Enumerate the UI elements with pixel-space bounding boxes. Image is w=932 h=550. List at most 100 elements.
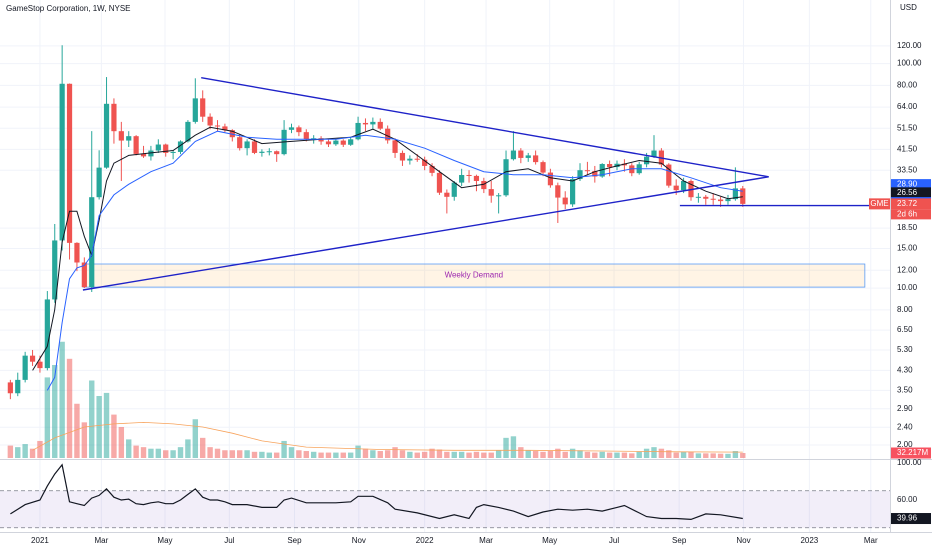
candle-body	[651, 150, 657, 157]
volume-bar	[488, 452, 494, 458]
rsi-tick-label: 100.00	[897, 458, 922, 467]
volume-bar	[133, 445, 139, 458]
volume-bar	[666, 450, 672, 458]
volume-bar	[214, 448, 221, 458]
volume-bar	[540, 451, 546, 458]
volume-bar	[155, 448, 162, 458]
volume-bar	[22, 444, 28, 458]
volume-bar	[695, 453, 702, 458]
volume-bar	[185, 439, 191, 458]
y-tick-label: 18.50	[897, 223, 918, 232]
candle-body	[525, 155, 531, 158]
candle-body	[399, 152, 406, 161]
volume-bar	[318, 452, 324, 458]
volume-bar	[74, 403, 80, 458]
candle-body	[207, 116, 213, 126]
volume-bar	[7, 445, 14, 458]
volume-bar	[89, 380, 95, 458]
volume-bar	[717, 453, 724, 458]
volume-bar	[52, 365, 58, 458]
price-tag-label: 32.217M	[897, 448, 928, 457]
volume-bar	[688, 451, 694, 458]
candle-body	[577, 170, 583, 180]
volume-bar	[44, 377, 51, 458]
volume-bar	[163, 450, 169, 458]
candle-body	[311, 138, 317, 140]
volume-bar	[288, 447, 295, 458]
x-tick-label: Nov	[352, 536, 366, 545]
y-tick-label: 6.50	[897, 325, 913, 334]
volume-bar	[303, 451, 309, 458]
volume-bar	[673, 452, 679, 458]
chart-title: GameStop Corporation, 1W, NYSE	[6, 4, 131, 13]
volume-bar	[451, 451, 457, 458]
candle-body	[510, 150, 517, 160]
candle-body	[81, 262, 87, 288]
volume-bar	[429, 448, 435, 458]
x-tick-label: 2022	[416, 536, 434, 545]
volume-bar	[495, 450, 502, 458]
volume-bar	[296, 450, 302, 458]
volume-bar	[562, 451, 568, 458]
candle-body	[422, 159, 428, 166]
volume-bar	[414, 452, 420, 458]
y-tick-label: 3.50	[897, 386, 913, 395]
candle-body	[666, 164, 672, 186]
volume-bar	[192, 419, 199, 458]
candle-body	[303, 132, 309, 140]
candle-body	[37, 361, 43, 369]
volume-bar	[222, 450, 228, 458]
volume-bar	[37, 440, 43, 458]
y-tick-label: 33.50	[897, 165, 918, 174]
volume-bar	[525, 450, 531, 458]
candle-body	[584, 170, 591, 172]
candle-body	[140, 153, 147, 157]
candle-body	[59, 83, 65, 241]
trendline	[201, 77, 769, 178]
candle-body	[547, 172, 554, 186]
candle-body	[126, 136, 132, 141]
volume-bar	[732, 451, 739, 458]
volume-bar	[200, 437, 206, 458]
candle-body	[644, 156, 650, 165]
volume-bar	[333, 452, 339, 458]
x-tick-label: Sep	[672, 536, 687, 545]
volume-bar	[577, 450, 583, 458]
price-tag-label: 39.96	[897, 514, 918, 523]
price-tag	[891, 447, 931, 459]
candle-body	[385, 128, 391, 141]
volume-bar	[207, 447, 213, 458]
candle-body	[518, 150, 524, 158]
price-tag-label: 26.56	[897, 188, 918, 197]
candle-body	[555, 185, 561, 198]
volume-bar	[510, 436, 517, 458]
price-tag	[891, 179, 931, 191]
candle-body	[473, 175, 480, 181]
candle-body	[177, 141, 184, 152]
volume-bar	[244, 450, 250, 458]
volume-bar	[355, 445, 361, 458]
volume-bar	[621, 452, 628, 458]
candle-body	[22, 355, 28, 380]
volume-bar	[592, 452, 598, 458]
candle-body	[451, 182, 457, 197]
volume-bar	[629, 453, 635, 458]
candle-body	[414, 158, 420, 160]
y-tick-label: 64.00	[897, 102, 918, 111]
volume-bar	[96, 396, 102, 458]
symbol-tag-label: GME	[870, 199, 888, 208]
candle-body	[436, 172, 443, 193]
candle-body	[710, 198, 716, 200]
y-tick-label: 80.00	[897, 80, 918, 89]
candle-body	[503, 159, 509, 196]
candle-body	[103, 103, 110, 168]
volume-bar	[148, 448, 154, 458]
candle-body	[673, 185, 679, 191]
candle-body	[392, 140, 398, 153]
candle-body	[377, 121, 383, 129]
volume-bar	[229, 450, 236, 458]
moving-average-line	[46, 130, 743, 391]
volume-bar	[651, 447, 657, 458]
